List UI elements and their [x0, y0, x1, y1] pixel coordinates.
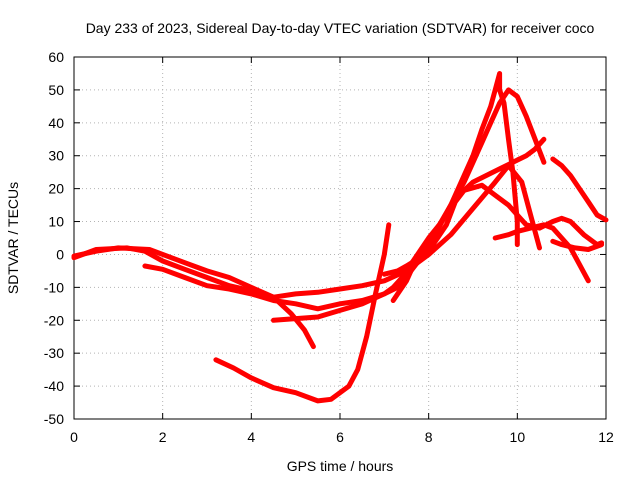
series-track-10 — [550, 238, 605, 252]
y-tick-label: 0 — [56, 246, 64, 262]
x-axis: 0 2 4 6 8 10 12 — [70, 57, 614, 445]
y-tick-label: 10 — [48, 214, 64, 230]
y-tick-label: -50 — [44, 411, 64, 427]
y-axis: -50 -40 -30 -20 -10 0 10 20 30 40 50 60 — [44, 49, 606, 427]
y-tick-label: 30 — [48, 148, 64, 164]
y-tick-label: -30 — [44, 345, 64, 361]
series-track-1 — [71, 163, 542, 300]
series-track-4 — [213, 222, 392, 404]
y-tick-label: 60 — [48, 49, 64, 65]
y-tick-label: 20 — [48, 181, 64, 197]
y-tick-label: -10 — [44, 279, 64, 295]
grid — [74, 57, 606, 419]
x-tick-label: 4 — [247, 429, 255, 445]
x-tick-label: 2 — [159, 429, 167, 445]
series-track-9 — [550, 156, 609, 223]
chart-title: Day 233 of 2023, Sidereal Day-to-day VTE… — [86, 20, 595, 36]
x-tick-label: 8 — [425, 429, 433, 445]
series-group — [71, 71, 609, 404]
series-track-6 — [390, 87, 547, 303]
y-tick-label: 40 — [48, 115, 64, 131]
series-track-7 — [381, 182, 605, 277]
y-axis-label: SDTVAR / TECUs — [5, 182, 21, 294]
x-tick-label: 10 — [510, 429, 526, 445]
x-tick-label: 6 — [336, 429, 344, 445]
x-tick-label: 0 — [70, 429, 78, 445]
y-tick-label: 50 — [48, 82, 64, 98]
series-track-8 — [492, 222, 591, 284]
series-track-2 — [71, 245, 316, 350]
series-track-3 — [142, 136, 547, 312]
x-tick-label: 12 — [598, 429, 614, 445]
y-tick-label: -20 — [44, 312, 64, 328]
y-tick-label: -40 — [44, 378, 64, 394]
x-axis-label: GPS time / hours — [287, 458, 394, 474]
